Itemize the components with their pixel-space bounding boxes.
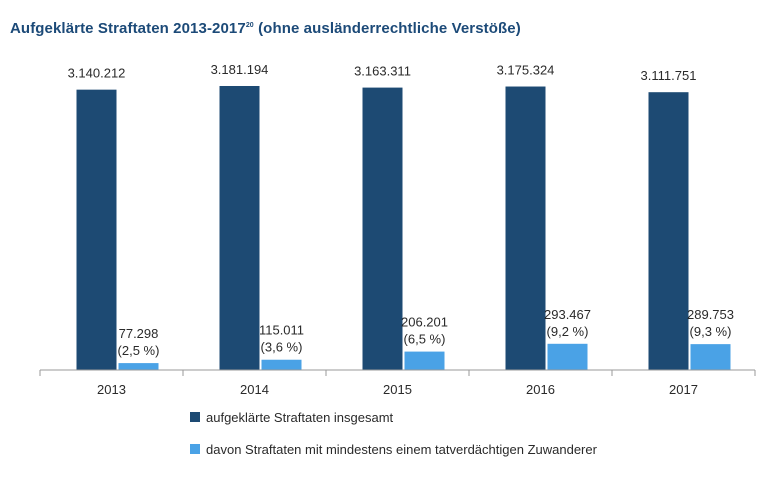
legend-swatch-total (190, 412, 200, 422)
data-label-total-2013: 3.140.212 (68, 66, 126, 81)
legend: aufgeklärte Straftaten insgesamt davon S… (190, 408, 597, 472)
legend-swatch-immigrants (190, 444, 200, 454)
bar-total-2013 (76, 89, 117, 370)
bar-total-2017 (648, 92, 689, 371)
percent-label-immigrants-2014: (3,6 %) (261, 340, 303, 355)
bar-immigrants-2016 (547, 343, 588, 370)
bar-immigrants-2017 (690, 344, 731, 370)
bar-immigrants-2015 (404, 351, 445, 370)
data-label-immigrants-2017: 289.753 (687, 307, 734, 322)
bar-total-2016 (505, 86, 546, 371)
legend-item-total: aufgeklärte Straftaten insgesamt (190, 408, 597, 426)
legend-item-immigrants: davon Straftaten mit mindestens einem ta… (190, 440, 597, 458)
data-label-total-2015: 3.163.311 (354, 64, 411, 79)
x-tick-label-2017: 2017 (669, 382, 698, 397)
x-tick-label-2013: 2013 (97, 382, 126, 397)
data-label-total-2017: 3.111.751 (641, 68, 697, 83)
chart-title-footnote: 20 (245, 22, 254, 29)
x-tick-label-2015: 2015 (383, 382, 412, 397)
legend-label-total: aufgeklärte Straftaten insgesamt (206, 409, 394, 425)
data-label-immigrants-2015: 206.201 (401, 315, 448, 330)
bar-immigrants-2013 (118, 363, 159, 370)
legend-label-immigrants: davon Straftaten mit mindestens einem ta… (206, 441, 597, 457)
x-tick-label-2016: 2016 (526, 382, 555, 397)
data-label-immigrants-2014: 115.011 (259, 323, 304, 338)
bar-total-2014 (219, 85, 260, 371)
chart-title-main: Aufgeklärte Straftaten 2013-2017 (10, 20, 246, 37)
bar-immigrants-2014 (261, 359, 302, 370)
data-label-immigrants-2013: 77.298 (119, 326, 159, 341)
percent-label-immigrants-2017: (9,3 %) (690, 324, 732, 339)
percent-label-immigrants-2016: (9,2 %) (547, 324, 589, 339)
data-label-total-2014: 3.181.194 (211, 62, 269, 77)
percent-label-immigrants-2013: (2,5 %) (118, 343, 160, 358)
data-label-immigrants-2016: 293.467 (544, 307, 591, 322)
percent-label-immigrants-2015: (6,5 %) (404, 332, 446, 347)
x-tick-label-2014: 2014 (240, 382, 269, 397)
chart-title-suffix: (ohne ausländerrechtliche Verstöße) (253, 20, 521, 37)
data-label-total-2016: 3.175.324 (497, 63, 555, 78)
bar-total-2015 (362, 87, 403, 370)
chart-title: Aufgeklärte Straftaten 2013-201720 (ohne… (10, 20, 521, 37)
